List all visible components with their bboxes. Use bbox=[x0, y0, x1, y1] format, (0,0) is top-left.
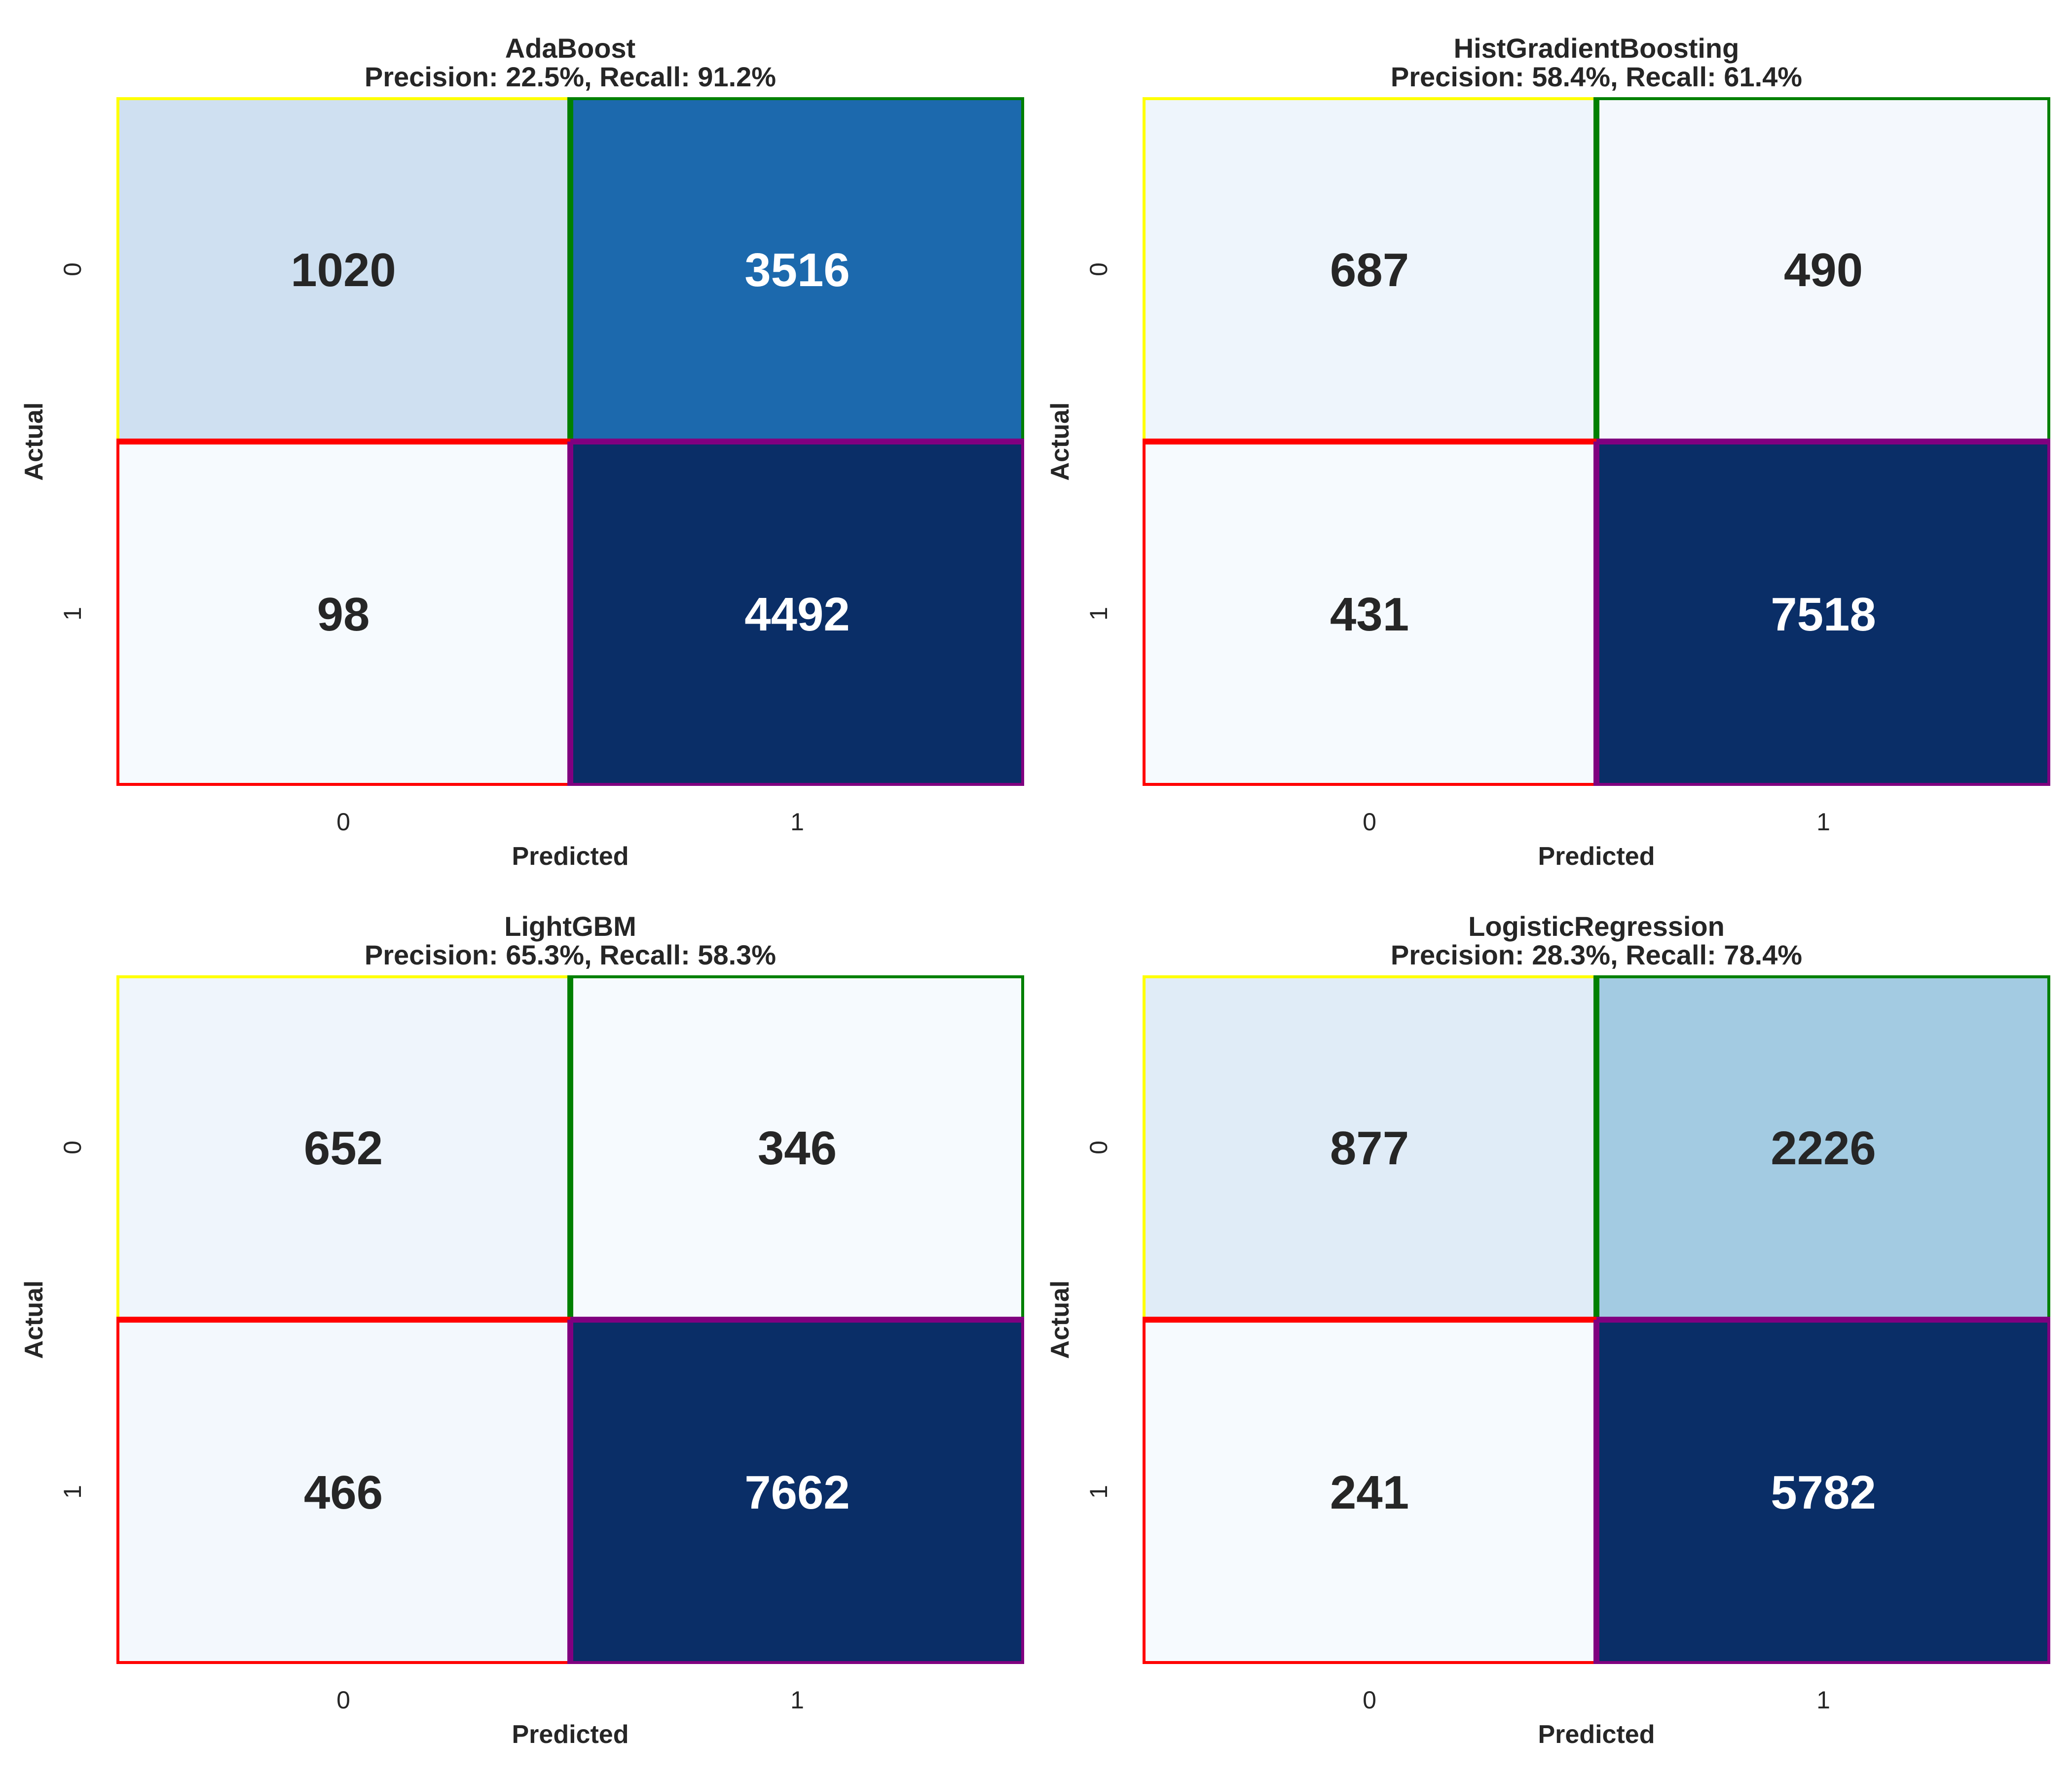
heatmap-cell bbox=[1143, 1320, 1596, 1664]
panel-title: LogisticRegression bbox=[1468, 911, 1725, 942]
cell-value-label: 7662 bbox=[744, 1466, 850, 1519]
heatmap-cell bbox=[570, 97, 1024, 442]
x-tick-label: 1 bbox=[790, 1686, 804, 1714]
heatmap-cell bbox=[116, 975, 570, 1320]
heatmap-cell bbox=[570, 442, 1024, 786]
panel-2: 687 490 431 7518 HistGradientBoostingPrecisi… bbox=[1046, 33, 2050, 871]
panel-subtitle: Precision: 22.5%, Recall: 91.2% bbox=[365, 61, 776, 92]
heatmap-cell bbox=[116, 97, 570, 442]
y-tick-label: 1 bbox=[1085, 1485, 1112, 1499]
heatmap-cell bbox=[570, 975, 1024, 1320]
heatmap-cell bbox=[116, 1320, 570, 1664]
x-tick-label: 0 bbox=[1363, 1686, 1376, 1714]
y-axis-label: Actual bbox=[20, 403, 48, 481]
cell-value-label: 652 bbox=[304, 1122, 383, 1175]
cell-value-label: 466 bbox=[304, 1466, 383, 1519]
cell-value-label: 1020 bbox=[291, 244, 396, 296]
panel-subtitle: Precision: 65.3%, Recall: 58.3% bbox=[365, 939, 776, 970]
panel-subtitle: Precision: 28.3%, Recall: 78.4% bbox=[1391, 939, 1802, 970]
x-tick-label: 0 bbox=[336, 1686, 350, 1714]
cell-value-label: 98 bbox=[317, 588, 370, 641]
x-tick-label: 0 bbox=[1363, 808, 1376, 836]
x-axis-label: Predicted bbox=[512, 842, 629, 871]
cell-value-label: 877 bbox=[1330, 1122, 1409, 1175]
cell-value-label: 5782 bbox=[1771, 1466, 1876, 1519]
heatmap-cell bbox=[1143, 97, 1596, 442]
x-axis-label: Predicted bbox=[1538, 1720, 1655, 1749]
x-tick-label: 1 bbox=[1816, 808, 1830, 836]
y-tick-label: 1 bbox=[59, 1485, 86, 1499]
y-tick-label: 1 bbox=[1085, 607, 1112, 621]
x-axis-label: Predicted bbox=[512, 1720, 629, 1749]
panel-title: HistGradientBoosting bbox=[1454, 33, 1739, 64]
y-tick-label: 0 bbox=[59, 262, 86, 276]
panel-4: 877 2226 241 5782 LogisticRegressionPrecisio… bbox=[1046, 911, 2050, 1749]
y-tick-label: 0 bbox=[1085, 262, 1112, 276]
panel-title: AdaBoost bbox=[505, 33, 635, 64]
y-tick-label: 0 bbox=[1085, 1141, 1112, 1154]
panel-title: LightGBM bbox=[504, 911, 636, 942]
x-tick-label: 1 bbox=[790, 808, 804, 836]
y-axis-label: Actual bbox=[1046, 403, 1074, 481]
cell-value-label: 431 bbox=[1330, 588, 1409, 641]
cell-value-label: 3516 bbox=[744, 244, 850, 296]
y-tick-label: 0 bbox=[59, 1141, 86, 1154]
cell-value-label: 490 bbox=[1784, 244, 1863, 296]
cell-value-label: 687 bbox=[1330, 244, 1409, 296]
y-axis-label: Actual bbox=[1046, 1281, 1074, 1359]
heatmap-cell bbox=[1596, 1320, 2050, 1664]
heatmap-cell bbox=[1596, 975, 2050, 1320]
y-axis-label: Actual bbox=[20, 1281, 48, 1359]
heatmap-cell bbox=[1596, 97, 2050, 442]
heatmap-cell bbox=[1143, 975, 1596, 1320]
heatmap-cell bbox=[1143, 442, 1596, 786]
cell-value-label: 241 bbox=[1330, 1466, 1409, 1519]
cell-value-label: 7518 bbox=[1771, 588, 1876, 641]
cell-value-label: 2226 bbox=[1771, 1122, 1876, 1175]
heatmap-cell bbox=[1596, 442, 2050, 786]
cell-value-label: 346 bbox=[758, 1122, 837, 1175]
y-tick-label: 1 bbox=[59, 607, 86, 621]
x-tick-label: 1 bbox=[1816, 1686, 1830, 1714]
cell-value-label: 4492 bbox=[744, 588, 850, 641]
panel-subtitle: Precision: 58.4%, Recall: 61.4% bbox=[1391, 61, 1802, 92]
heatmap-cell bbox=[116, 442, 570, 786]
x-tick-label: 0 bbox=[336, 808, 350, 836]
x-axis-label: Predicted bbox=[1538, 842, 1655, 871]
heatmap-cell bbox=[570, 1320, 1024, 1664]
